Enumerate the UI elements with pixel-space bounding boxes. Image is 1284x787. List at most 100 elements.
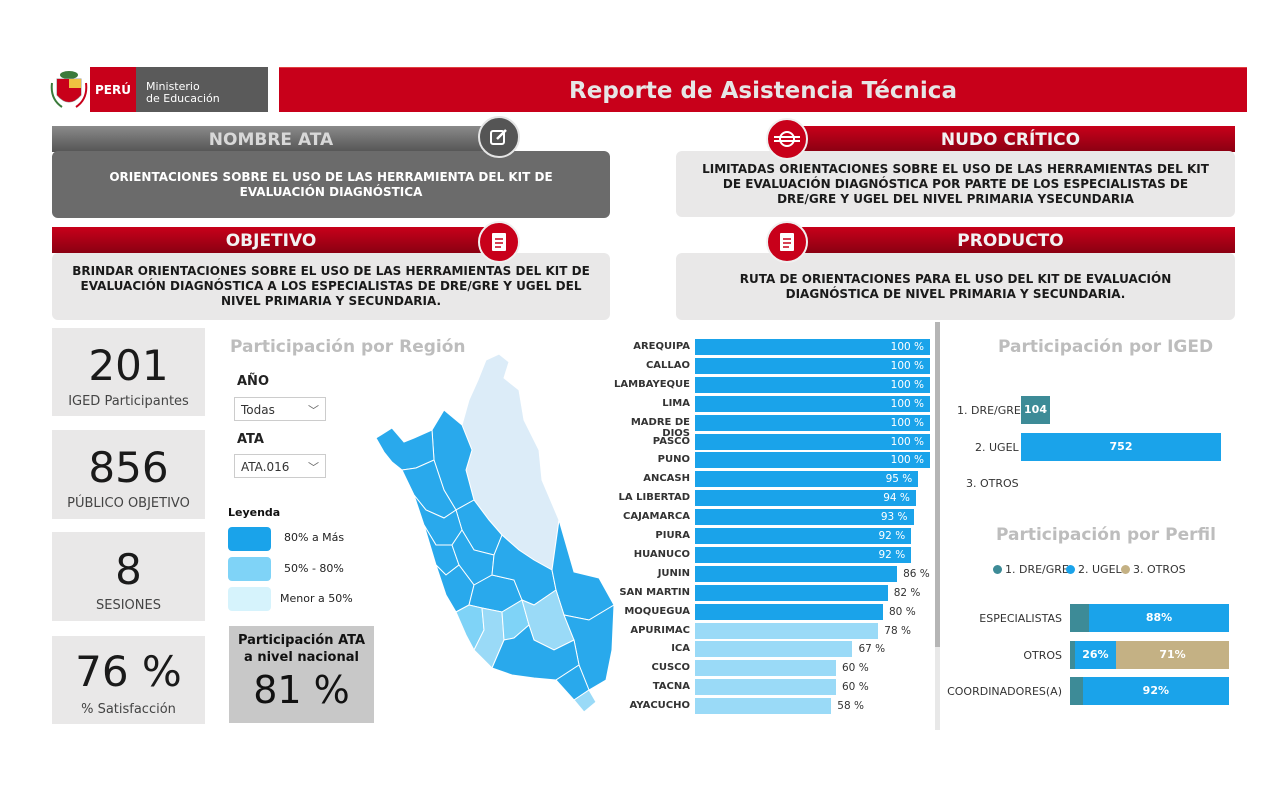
region-bar-value: 92 % [878, 530, 906, 542]
region-bar-value: 100 % [890, 378, 924, 391]
peru-coat-of-arms-icon [50, 70, 88, 108]
region-bar[interactable] [695, 660, 836, 677]
year-filter-dropdown[interactable]: Todas ﹀ [234, 397, 326, 421]
legend-swatch-mid [228, 557, 271, 581]
region-bar[interactable] [695, 471, 919, 488]
scrollbar-thumb[interactable] [935, 322, 940, 647]
perfil-bar-segment[interactable] [1070, 677, 1083, 705]
region-bar[interactable] [695, 603, 883, 620]
kpi-label: PÚBLICO OBJETIVO [67, 496, 190, 511]
region-bar[interactable] [695, 376, 930, 393]
iged-section-title: Participación por IGED [998, 337, 1214, 357]
region-bar-label: AREQUIPA [633, 341, 690, 352]
region-bar[interactable] [695, 641, 853, 658]
region-section-title: Participación por Región [230, 337, 466, 357]
region-bar-value: 80 % [889, 605, 916, 618]
region-bar-label: LA LIBERTAD [618, 492, 690, 504]
region-bar-value: 60 % [842, 681, 869, 694]
iged-bar-label: 1. DRE/GRE [957, 404, 1021, 417]
peru-region-map[interactable] [374, 350, 624, 715]
region-bar[interactable] [695, 528, 912, 544]
region-bar-value: 100 % [890, 416, 924, 429]
card-nudo-critico-title: NUDO CRÍTICO [786, 126, 1235, 152]
national-participation-value: 81 % [253, 668, 350, 712]
kpi-iged-participantes: 201 IGED Participantes [52, 328, 205, 416]
region-bar[interactable] [695, 490, 916, 507]
region-bar-value: 100 % [890, 454, 924, 467]
perfil-bar-label: OTROS [1023, 649, 1062, 662]
card-nombre-ata-text: ORIENTACIONES SOBRE EL USO DE LAS HERRAM… [52, 151, 610, 218]
edit-icon [478, 116, 520, 158]
region-bar-label: PUNO [657, 454, 690, 466]
region-bar[interactable] [695, 452, 930, 469]
card-nombre-ata: NOMBRE ATA ORIENTACIONES SOBRE EL USO DE… [52, 116, 610, 218]
ata-filter-dropdown[interactable]: ATA.016 ﹀ [234, 454, 326, 478]
kpi-label: % Satisfacción [81, 702, 176, 717]
perfil-bar-segment[interactable]: 26% [1074, 641, 1117, 669]
region-bar-label: TACNA [652, 681, 690, 693]
minedu-logo: PERÚ Ministerio de Educación [50, 67, 268, 112]
chevron-down-icon: ﹀ [308, 404, 319, 417]
region-bar-value: 60 % [842, 662, 869, 675]
region-bar[interactable] [695, 565, 898, 582]
iged-bar-label: 2. UGEL [975, 441, 1019, 454]
legend-swatch-low [228, 587, 271, 611]
region-bar[interactable] [695, 339, 930, 355]
iged-bar[interactable]: 104 [1021, 396, 1050, 424]
iged-bar-chart: 1. DRE/GRE 104 2. UGEL 752 3. OTROS [950, 395, 1240, 500]
region-bar-value: 82 % [893, 586, 921, 599]
region-bar-value: 92 % [878, 548, 906, 561]
knot-icon [766, 118, 808, 160]
iged-bar[interactable]: 752 [1021, 433, 1221, 461]
perfil-legend-label: 3. OTROS [1133, 563, 1186, 576]
region-bar-value: 100 % [890, 341, 924, 353]
legend-swatch-high [228, 527, 271, 551]
region-bar[interactable] [695, 509, 914, 526]
perfil-legend-label: 2. UGEL [1078, 563, 1122, 576]
region-bar[interactable] [695, 357, 930, 374]
chevron-down-icon: ﹀ [308, 461, 319, 474]
legend-label-high: 80% a Más [284, 531, 345, 544]
region-bar[interactable] [695, 433, 930, 450]
chart-scrollbar[interactable] [935, 322, 940, 730]
region-bar[interactable] [695, 679, 836, 696]
perfil-bar-segment[interactable]: 92% [1082, 677, 1229, 705]
page-title: Reporte de Asistencia Técnica [569, 78, 957, 104]
region-bar[interactable] [695, 395, 930, 412]
iged-bar-label: 3. OTROS [966, 477, 1019, 490]
card-producto: PRODUCTO RUTA DE ORIENTACIONES PARA EL U… [676, 221, 1235, 320]
region-bar-label: HUANUCO [633, 548, 690, 560]
legend-label-low: Menor a 50% [280, 592, 353, 605]
region-bar-label: ANCASH [643, 473, 690, 485]
perfil-bar-segment[interactable]: 71% [1116, 641, 1229, 669]
map-region-arequipa [491, 624, 580, 681]
region-bar-value: 78 % [884, 624, 911, 637]
national-participation-card: Participación ATA a nivel nacional 81 % [229, 626, 374, 723]
kpi-sesiones: 8 SESIONES [52, 532, 205, 621]
year-filter-value: Todas [241, 403, 275, 417]
perfil-bar-segment[interactable] [1070, 604, 1090, 632]
perfil-legend-dot [1121, 565, 1130, 574]
region-bar[interactable] [695, 546, 912, 563]
document-icon [766, 221, 808, 263]
kpi-value: 201 [88, 341, 169, 390]
region-bar-value: 100 % [890, 359, 924, 372]
card-producto-text: RUTA DE ORIENTACIONES PARA EL USO DEL KI… [676, 253, 1235, 320]
logo-ministry-line1: Ministerio [146, 80, 200, 93]
region-bar[interactable] [695, 698, 832, 715]
logo-ministry: Ministerio de Educación [136, 67, 268, 112]
perfil-bar-label: COORDINADORES(A) [947, 685, 1062, 698]
region-bar-value: 95 % [885, 473, 913, 486]
region-bar-label: SAN MARTIN [619, 586, 690, 598]
perfil-bar-segment[interactable]: 88% [1089, 604, 1229, 632]
region-bar-label: PASCO [652, 435, 690, 447]
region-bar[interactable] [695, 584, 888, 601]
logo-country: PERÚ [90, 67, 136, 112]
national-participation-label: Participación ATA a nivel nacional [229, 626, 374, 666]
region-bar[interactable] [695, 414, 930, 431]
card-objetivo-text: BRINDAR ORIENTACIONES SOBRE EL USO DE LA… [52, 253, 610, 320]
region-bar-value: 100 % [890, 397, 924, 410]
perfil-bar-segment[interactable] [1070, 641, 1075, 669]
region-bar[interactable] [695, 622, 879, 639]
perfil-legend-label: 1. DRE/GRE [1005, 563, 1069, 576]
